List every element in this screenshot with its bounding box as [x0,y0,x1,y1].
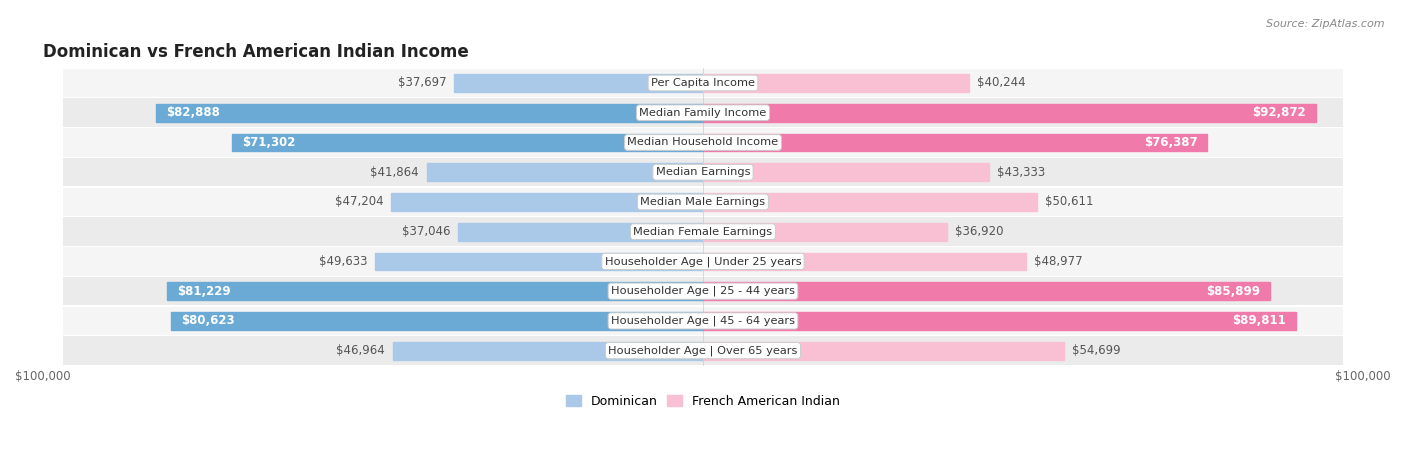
Text: $41,864: $41,864 [370,166,419,179]
Bar [63,218,1343,246]
Bar [426,163,703,181]
Text: Median Family Income: Median Family Income [640,108,766,118]
Text: Householder Age | Over 65 years: Householder Age | Over 65 years [609,346,797,356]
Bar [392,342,703,360]
Bar [63,128,1343,157]
Text: $46,964: $46,964 [336,344,385,357]
Text: $37,697: $37,697 [398,77,446,90]
Text: Median Household Income: Median Household Income [627,137,779,148]
Bar [232,134,703,151]
Bar [63,188,1343,216]
Text: Median Female Earnings: Median Female Earnings [634,226,772,237]
Text: $71,302: $71,302 [242,136,295,149]
Bar [703,253,1026,270]
Bar [63,336,1343,365]
Text: $47,204: $47,204 [335,196,384,208]
Text: $80,623: $80,623 [180,314,235,327]
Bar [63,277,1343,305]
Text: $49,633: $49,633 [319,255,367,268]
Bar [170,312,703,330]
Text: $43,333: $43,333 [997,166,1045,179]
Bar [703,74,969,92]
Bar [703,342,1064,360]
Text: Median Earnings: Median Earnings [655,167,751,177]
Bar [63,247,1343,276]
Bar [703,104,1316,122]
Text: $48,977: $48,977 [1035,255,1083,268]
Text: $81,229: $81,229 [177,285,231,297]
Text: $54,699: $54,699 [1071,344,1121,357]
Text: $82,888: $82,888 [166,106,219,119]
Bar [63,307,1343,335]
Text: Per Capita Income: Per Capita Income [651,78,755,88]
Bar [63,99,1343,127]
Bar [375,253,703,270]
Text: $37,046: $37,046 [402,225,450,238]
Text: Householder Age | 25 - 44 years: Householder Age | 25 - 44 years [612,286,794,297]
Text: $92,872: $92,872 [1253,106,1306,119]
Bar [703,282,1270,300]
Bar [703,223,946,241]
Text: $36,920: $36,920 [955,225,1002,238]
Bar [703,163,988,181]
Bar [63,69,1343,97]
Text: $50,611: $50,611 [1045,196,1094,208]
Text: Householder Age | 45 - 64 years: Householder Age | 45 - 64 years [612,316,794,326]
Text: Householder Age | Under 25 years: Householder Age | Under 25 years [605,256,801,267]
Text: Median Male Earnings: Median Male Earnings [641,197,765,207]
Text: $40,244: $40,244 [977,77,1025,90]
Bar [391,193,703,211]
Bar [458,223,703,241]
Text: Dominican vs French American Indian Income: Dominican vs French American Indian Inco… [42,43,468,61]
Text: $85,899: $85,899 [1206,285,1260,297]
Legend: Dominican, French American Indian: Dominican, French American Indian [561,390,845,413]
Bar [167,282,703,300]
Bar [63,158,1343,186]
Bar [156,104,703,122]
Bar [703,312,1296,330]
Bar [703,193,1038,211]
Text: $89,811: $89,811 [1232,314,1286,327]
Bar [454,74,703,92]
Text: Source: ZipAtlas.com: Source: ZipAtlas.com [1267,19,1385,28]
Text: $76,387: $76,387 [1143,136,1198,149]
Bar [703,134,1208,151]
